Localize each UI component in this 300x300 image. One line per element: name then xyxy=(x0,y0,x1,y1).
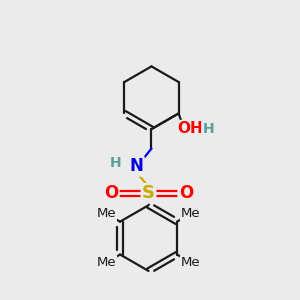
Text: N: N xyxy=(130,158,143,175)
Text: O: O xyxy=(179,184,193,202)
Text: S: S xyxy=(142,184,155,202)
Text: Me: Me xyxy=(97,256,116,269)
Text: Me: Me xyxy=(97,207,116,220)
Text: Me: Me xyxy=(181,207,200,220)
Text: OH: OH xyxy=(177,121,203,136)
Text: H: H xyxy=(110,156,122,170)
Text: O: O xyxy=(104,184,118,202)
Text: H: H xyxy=(202,122,214,136)
Text: Me: Me xyxy=(181,256,200,269)
